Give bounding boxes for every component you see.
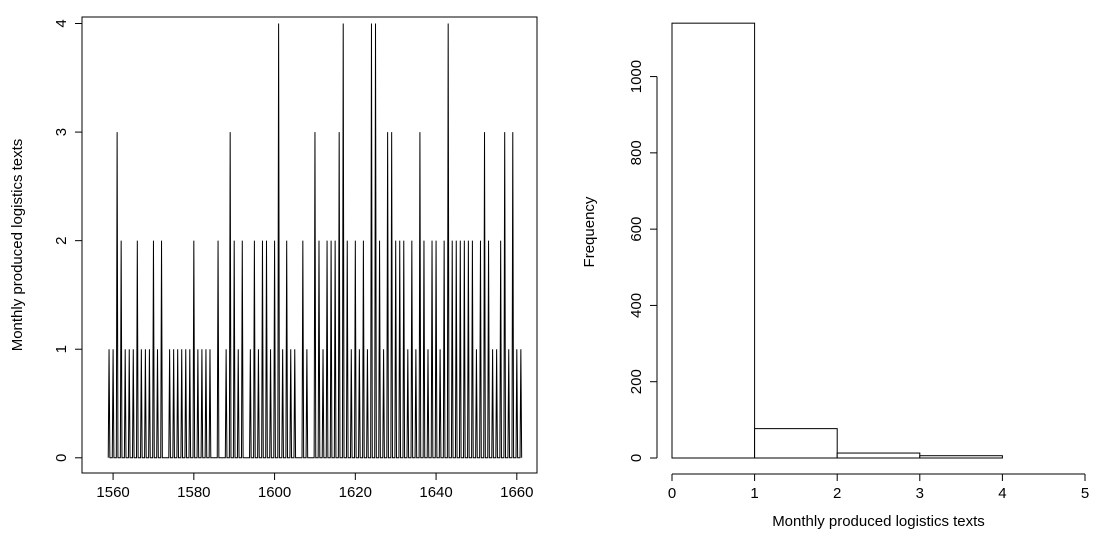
y-tick-label: 1 [53, 345, 70, 353]
x-tick-label: 4 [998, 485, 1006, 502]
x-tick-label: 5 [1081, 485, 1089, 502]
histogram-bar [836, 452, 921, 459]
x-tick-label: 1620 [339, 484, 372, 501]
x-tick-label: 1640 [419, 484, 452, 501]
x-tick-label: 1660 [500, 484, 533, 501]
y-tick-label: 400 [628, 293, 645, 318]
y-axis-label: Monthly produced logistics texts [9, 139, 26, 352]
x-tick-label: 2 [833, 485, 841, 502]
y-tick-label: 1000 [628, 60, 645, 93]
histogram-bar [671, 22, 756, 459]
y-tick-label: 600 [628, 217, 645, 242]
x-tick-label: 1580 [177, 484, 210, 501]
y-tick-label: 3 [53, 128, 70, 136]
y-axis-label: Frequency [581, 196, 598, 267]
y-tick-label: 800 [628, 140, 645, 165]
y-tick-label: 0 [53, 454, 70, 462]
x-tick-label: 1600 [258, 484, 291, 501]
y-tick-label: 2 [53, 236, 70, 244]
x-axis-label: Monthly produced logistics texts [772, 513, 985, 530]
x-tick-label: 3 [916, 485, 924, 502]
x-tick-label: 1 [750, 485, 758, 502]
y-tick-label: 200 [628, 369, 645, 394]
y-tick-label: 0 [628, 454, 645, 462]
histogram-bar [754, 428, 838, 459]
series-line [107, 23, 523, 459]
y-tick-label: 4 [53, 19, 70, 27]
histogram-bar [919, 455, 1003, 459]
x-tick-label: 0 [668, 485, 676, 502]
x-tick-label: 1560 [96, 484, 129, 501]
